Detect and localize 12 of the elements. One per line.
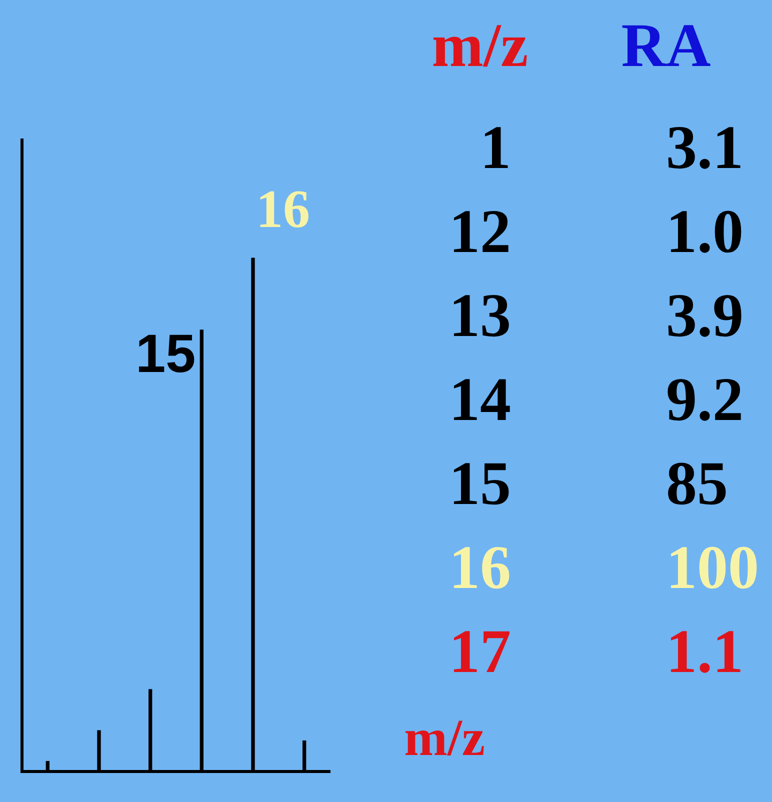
text: 14 9.2 (449, 366, 744, 434)
text: 16 (256, 179, 310, 240)
annotation: 15 (136, 324, 196, 384)
text: RA (620, 11, 712, 82)
text: 13 3.9 (449, 282, 744, 350)
text: 15 85 (449, 450, 728, 518)
text: 16 100 (449, 534, 759, 602)
x-axis-title: m/z (404, 710, 485, 768)
text: m/z (430, 11, 530, 82)
text: 17 1.1 (449, 618, 744, 686)
text: 12 1.0 (449, 198, 744, 266)
text: 1 3.1 (480, 114, 744, 182)
